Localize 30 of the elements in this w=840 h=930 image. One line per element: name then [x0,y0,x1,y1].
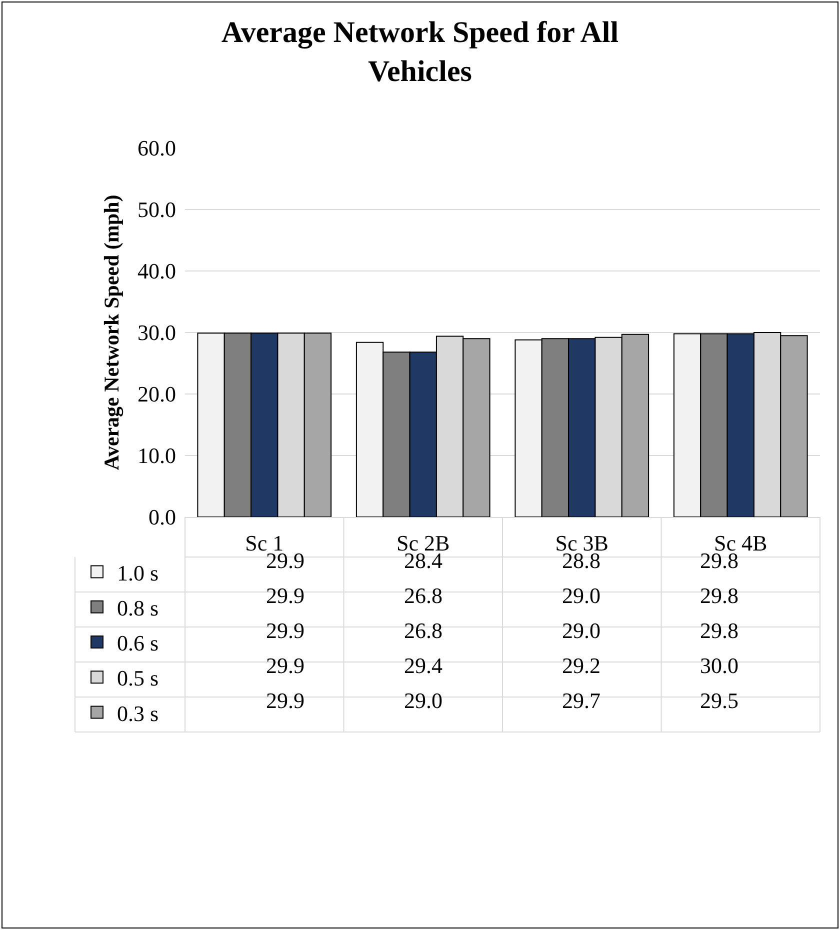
data-label: 29.0 [562,583,600,608]
y-tick-label: 50.0 [138,197,176,222]
data-label: 29.0 [404,688,442,713]
data-label: 29.9 [266,688,304,713]
data-label: 26.8 [404,618,442,643]
data-label: 29.9 [266,583,304,608]
legend-label: 0.5 s [117,666,159,691]
data-label: 29.4 [404,653,442,678]
data-label: 30.0 [700,653,738,678]
data-label: 29.8 [700,583,738,608]
legend-label: 1.0 s [117,560,159,586]
y-tick-label: 60.0 [138,136,176,161]
y-tick-label: 10.0 [138,443,176,468]
data-label: 29.9 [266,618,304,643]
y-tick-label: 0.0 [148,504,176,530]
data-label: 29.5 [700,688,738,713]
y-axis-title: Average Network Speed (mph) [100,194,124,470]
data-label: 29.9 [266,653,304,678]
data-label: 29.8 [700,618,738,643]
y-tick-label: 30.0 [138,320,176,346]
legend-label: 0.3 s [117,700,159,726]
y-tick-label: 40.0 [138,258,176,284]
data-label: 29.0 [562,618,600,643]
data-label: 29.7 [562,688,600,713]
legend-label: 0.8 s [117,595,159,620]
data-label: 29.2 [562,653,600,678]
legend-label: 0.6 s [117,630,159,656]
chart-title: Average Network Speed for All Vehicles [221,16,619,88]
data-label: 26.8 [404,583,442,608]
y-tick-label: 20.0 [138,382,176,407]
